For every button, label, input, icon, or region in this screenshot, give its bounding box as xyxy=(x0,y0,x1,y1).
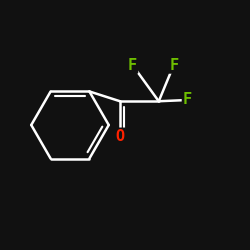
Text: F: F xyxy=(128,58,137,72)
Text: F: F xyxy=(183,92,192,108)
Text: O: O xyxy=(116,129,124,144)
Text: F: F xyxy=(169,58,178,72)
